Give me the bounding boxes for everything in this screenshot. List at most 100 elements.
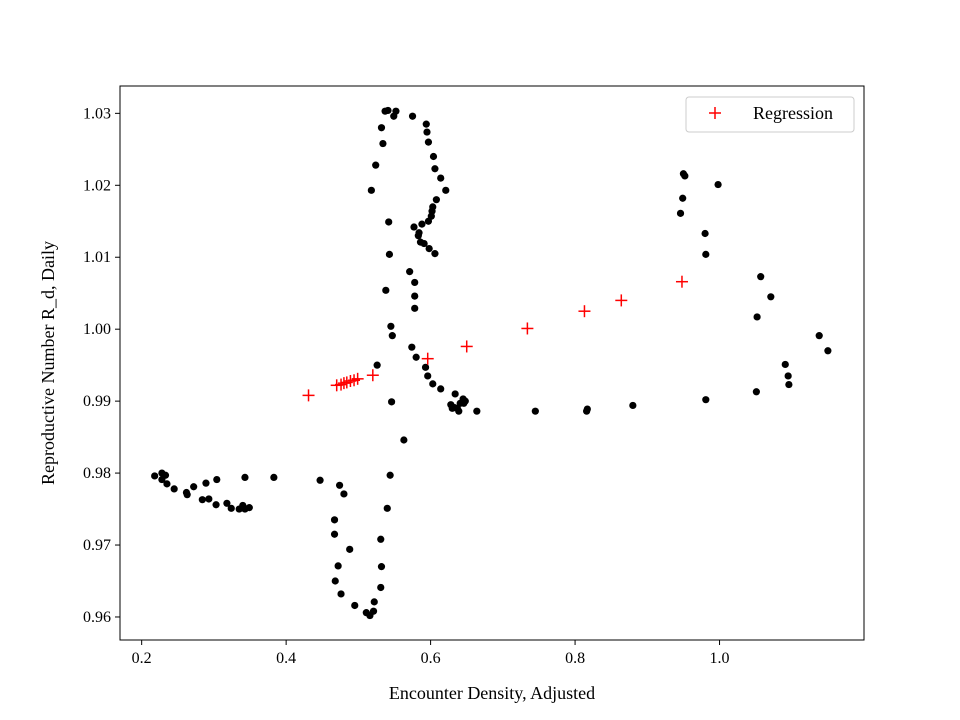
x-tick-label: 0.2	[132, 650, 152, 667]
data-point	[331, 577, 339, 585]
data-point	[473, 407, 481, 415]
data-point	[676, 209, 685, 217]
data-point	[334, 562, 342, 570]
regression-point	[675, 275, 688, 288]
data-point	[420, 239, 428, 248]
data-point	[781, 360, 789, 369]
data-point	[202, 479, 210, 487]
regression-point	[615, 294, 628, 307]
data-point	[753, 313, 761, 321]
data-point	[757, 273, 765, 281]
data-point	[679, 194, 687, 202]
data-point	[351, 601, 359, 610]
data-point	[411, 292, 419, 300]
data-point	[382, 286, 390, 294]
data-point	[408, 343, 416, 351]
data-point	[367, 186, 375, 194]
data-point	[212, 501, 220, 509]
data-point	[377, 563, 386, 571]
data-point	[241, 473, 249, 481]
data-point	[451, 390, 459, 398]
data-point	[411, 304, 419, 312]
data-point	[388, 332, 396, 340]
data-point	[412, 353, 420, 361]
data-point	[432, 196, 440, 204]
data-point	[531, 407, 539, 415]
data-point	[583, 405, 591, 413]
x-tick-label: 1.0	[710, 650, 730, 667]
legend-regression-marker	[709, 107, 721, 119]
data-point	[410, 223, 418, 231]
data-point	[227, 504, 235, 512]
dot-series	[151, 106, 832, 620]
data-point	[330, 516, 339, 524]
x-axis-label: Encounter Density, Adjusted	[389, 683, 595, 703]
data-point	[385, 218, 393, 226]
regression-point	[521, 322, 534, 335]
data-point	[373, 361, 381, 369]
regression-point	[335, 378, 348, 391]
data-point	[346, 545, 354, 553]
data-point	[629, 401, 637, 410]
data-point	[423, 128, 431, 136]
data-point	[340, 490, 348, 498]
data-point	[408, 112, 417, 120]
data-point	[379, 139, 387, 148]
y-axis-ticks: 0.96 0.97 0.98 0.99 1.00 1.01 1.02 1.03	[83, 105, 120, 626]
data-point	[372, 161, 380, 169]
data-point	[205, 495, 213, 503]
regression-series	[302, 275, 688, 402]
data-point	[183, 491, 191, 499]
regression-point	[366, 369, 379, 382]
plot-frame	[119, 85, 865, 641]
data-point	[163, 480, 171, 488]
legend: Regression	[685, 96, 855, 133]
y-tick-label: 0.99	[83, 393, 111, 410]
data-point	[170, 485, 178, 493]
data-point	[400, 436, 408, 444]
data-point	[369, 607, 378, 615]
data-point	[785, 380, 793, 389]
data-point	[767, 293, 775, 301]
data-point	[337, 590, 345, 598]
data-point	[752, 388, 760, 396]
data-point	[425, 245, 433, 253]
data-point	[335, 481, 344, 489]
data-point	[387, 398, 396, 406]
data-point	[702, 396, 710, 404]
regression-point	[302, 389, 315, 402]
data-point	[442, 186, 450, 194]
data-point	[455, 407, 463, 415]
data-point	[387, 322, 395, 330]
data-point	[784, 372, 792, 380]
data-point	[151, 472, 159, 480]
x-tick-label: 0.8	[565, 650, 585, 667]
data-point	[424, 372, 432, 380]
data-point	[422, 120, 430, 128]
data-point	[377, 124, 386, 132]
data-point	[421, 363, 430, 371]
y-axis-label: Reproductive Number R_d, Daily	[38, 241, 58, 485]
data-point	[714, 180, 722, 189]
data-point	[386, 471, 394, 479]
data-point	[406, 268, 414, 276]
data-point	[431, 250, 439, 258]
data-point	[316, 476, 324, 484]
y-tick-label: 1.00	[83, 321, 111, 338]
y-tick-label: 0.98	[83, 465, 111, 482]
data-point	[461, 397, 469, 405]
data-point	[270, 473, 278, 481]
data-point	[429, 203, 437, 211]
data-point	[377, 535, 385, 543]
data-point	[158, 475, 166, 484]
data-point	[190, 483, 198, 491]
data-point	[437, 385, 445, 393]
data-point	[681, 172, 689, 180]
data-point	[431, 165, 439, 173]
y-tick-label: 0.96	[83, 609, 111, 626]
data-point	[429, 380, 437, 388]
data-point	[392, 107, 400, 115]
regression-point	[421, 352, 434, 365]
